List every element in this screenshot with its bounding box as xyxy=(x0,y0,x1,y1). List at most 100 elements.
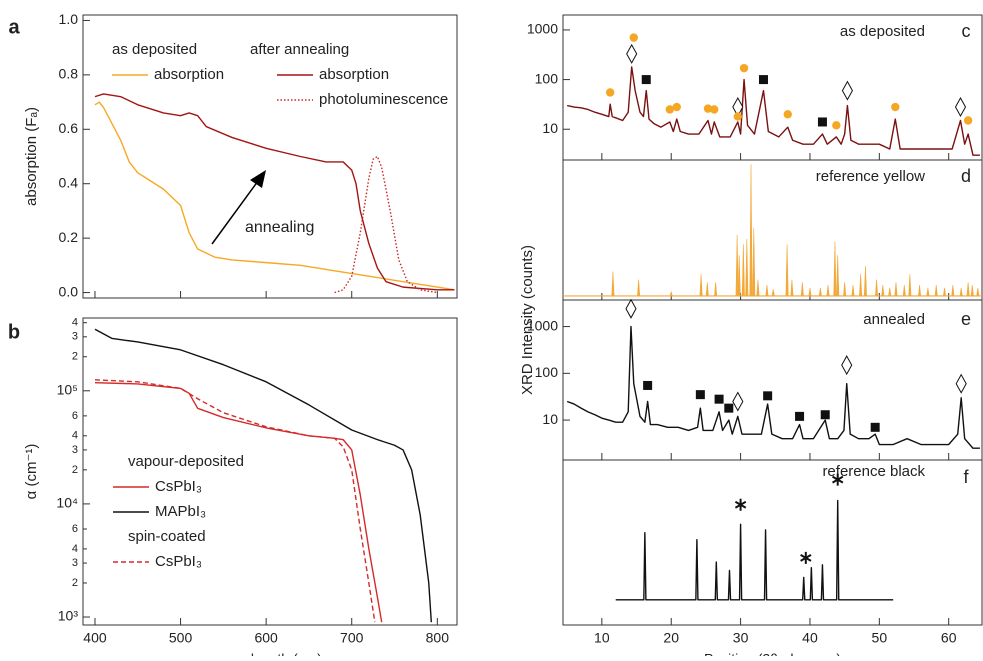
y-tick-label: 6 xyxy=(72,523,78,535)
y-tick-label: 4 xyxy=(72,543,78,555)
square-marker xyxy=(641,75,651,85)
y-tick-label: 4 xyxy=(72,317,78,329)
diamond-marker xyxy=(955,373,967,394)
circle-marker xyxy=(629,33,638,42)
circle-marker xyxy=(733,112,743,121)
peak xyxy=(818,287,822,297)
square-marker xyxy=(763,391,773,401)
peak xyxy=(888,287,892,297)
legend-label: absorption xyxy=(154,66,224,83)
square-marker xyxy=(870,422,880,432)
peak xyxy=(765,285,769,297)
plot-frame xyxy=(82,14,458,299)
y-axis-label: absorption (Fₐ) xyxy=(23,107,40,206)
peak xyxy=(926,287,930,297)
y-tick-label: 100 xyxy=(535,70,559,86)
y-tick-label: 10⁴ xyxy=(56,495,78,511)
peak xyxy=(745,238,749,297)
y-tick-label: 6 xyxy=(72,410,78,422)
peak xyxy=(699,274,703,297)
data-line xyxy=(615,499,894,601)
data-line xyxy=(94,93,455,291)
asterisk-marker xyxy=(832,473,844,486)
panel-label: b xyxy=(8,321,20,343)
peak xyxy=(808,287,812,297)
circle-marker xyxy=(891,102,900,112)
peak xyxy=(843,282,847,297)
square-marker xyxy=(695,390,705,400)
y-tick-label: 0.8 xyxy=(59,66,79,82)
square-marker xyxy=(758,75,768,85)
panel-label: a xyxy=(8,16,20,38)
x-tick-label: 400 xyxy=(83,630,107,646)
peak xyxy=(836,255,840,297)
peak xyxy=(737,255,741,297)
peak xyxy=(749,164,753,297)
panel-title: reference black xyxy=(822,463,925,480)
peak xyxy=(851,285,855,297)
peak xyxy=(735,234,739,297)
y-tick-label: 2 xyxy=(72,577,78,589)
diamond-marker xyxy=(954,97,967,118)
diamond-marker xyxy=(841,80,853,101)
square-marker xyxy=(714,394,724,404)
diamond-marker xyxy=(626,43,638,64)
legend-group: vapour-deposited xyxy=(128,453,244,470)
circle-marker xyxy=(783,110,792,119)
peak xyxy=(959,287,963,297)
legend-label: absorption xyxy=(319,66,389,83)
y-tick-label: 0.4 xyxy=(59,174,79,190)
y-tick-label: 0.2 xyxy=(59,229,79,245)
legend-group: as deposited xyxy=(112,41,197,58)
peak xyxy=(833,241,837,297)
x-tick-label: 10 xyxy=(594,630,610,646)
peak xyxy=(741,244,745,297)
y-tick-label: 1.0 xyxy=(59,11,79,27)
legend-group: after annealing xyxy=(250,41,349,58)
y-tick-label: 10 xyxy=(542,120,558,136)
asterisk-marker xyxy=(734,498,747,511)
circle-marker xyxy=(665,105,675,114)
square-marker xyxy=(724,403,734,413)
legend-group: spin-coated xyxy=(128,528,206,545)
y-tick-label: 0.6 xyxy=(59,120,79,136)
peak xyxy=(800,282,804,297)
y-tick-label: 10 xyxy=(542,411,558,427)
y-tick-label: 3 xyxy=(72,444,78,456)
peak xyxy=(951,285,955,297)
legend-label: MAPbI₃ xyxy=(155,503,206,520)
square-marker xyxy=(643,380,653,390)
circle-marker xyxy=(672,102,681,112)
peak xyxy=(826,285,830,297)
annealing-arrow xyxy=(211,180,259,245)
peak xyxy=(637,279,641,297)
peak xyxy=(942,287,947,297)
diamond-marker xyxy=(841,355,853,376)
panel-title: as deposited xyxy=(840,23,925,40)
peak xyxy=(863,266,867,297)
peak xyxy=(785,244,789,297)
plot-frame xyxy=(562,459,983,626)
panel-title: reference yellow xyxy=(816,168,925,185)
legend-label: CsPbI₃ xyxy=(155,553,202,570)
y-tick-label: 0.0 xyxy=(59,283,79,299)
peak xyxy=(902,285,906,297)
peak xyxy=(881,285,885,297)
data-line xyxy=(566,325,980,449)
y-tick-label: 2 xyxy=(72,464,78,476)
y-tick-label: 3 xyxy=(72,557,78,569)
x-tick-label: 600 xyxy=(254,630,278,646)
peak xyxy=(705,282,709,297)
x-tick-label: 30 xyxy=(733,630,749,646)
x-tick-label: 60 xyxy=(941,630,957,646)
peak xyxy=(894,282,898,297)
y-tick-label: 3 xyxy=(72,331,78,343)
data-line xyxy=(94,381,383,623)
circle-marker xyxy=(963,116,973,125)
square-marker xyxy=(820,410,830,420)
circle-marker xyxy=(605,88,615,97)
peak xyxy=(934,285,938,297)
annealing-arrowhead xyxy=(250,170,266,188)
peak xyxy=(908,274,912,297)
